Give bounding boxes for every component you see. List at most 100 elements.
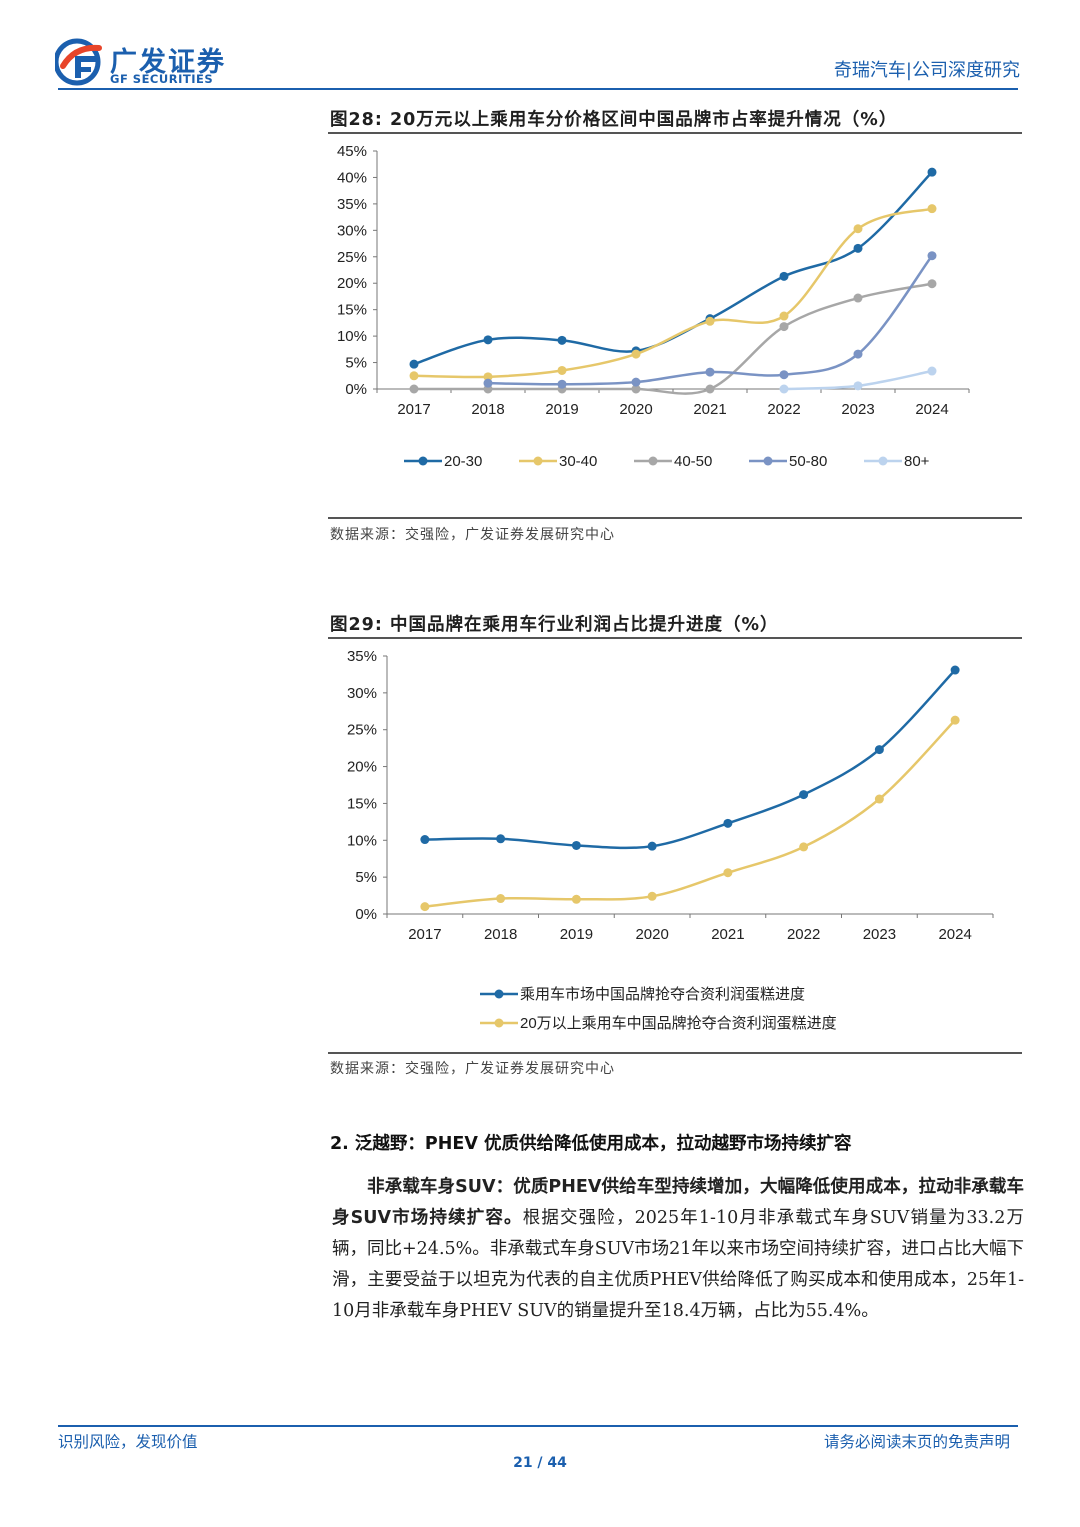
data-point <box>779 311 789 321</box>
paragraph-body: 根据交强险，2025年1-10月非承载式车身SUV销量为33.2万辆，同比+24… <box>332 1208 1024 1321</box>
data-point <box>557 379 567 389</box>
legend-marker <box>494 989 504 999</box>
legend-marker <box>763 456 773 466</box>
data-point <box>409 371 419 381</box>
data-point <box>483 335 493 345</box>
figure-29-title: 图29: 中国品牌在乘用车行业利润占比提升进度（%） <box>330 615 779 635</box>
figure-28-source: 数据来源：交强险，广发证券发展研究中心 <box>330 527 615 543</box>
series-line <box>413 171 933 366</box>
series-line <box>424 669 957 850</box>
data-point <box>927 251 937 261</box>
data-point <box>779 322 789 332</box>
data-point <box>496 834 506 844</box>
paragraph-lead: 非承载车身SUV：优质PHEV供给车型持续增加，大幅降低使用成本，拉动非承载车身… <box>332 1177 1024 1228</box>
data-point <box>705 316 715 326</box>
figure-28-bottom-rule <box>328 517 1022 519</box>
legend-label: 30-40 <box>559 453 597 470</box>
data-point <box>705 384 715 394</box>
data-point <box>779 271 789 281</box>
y-tick-label: 0% <box>345 381 367 398</box>
legend-marker <box>533 456 543 466</box>
figure-28-title: 图28: 20万元以上乘用车分价格区间中国品牌市占率提升情况（%） <box>330 110 898 130</box>
x-tick-label: 2022 <box>767 401 800 418</box>
data-point <box>853 293 863 303</box>
chart-29: 0% 5% 10% 15% 20% 25% 30% 35% 2017 2018 2019 2020 20… <box>347 648 994 1032</box>
logo-text: 广发证券 <box>110 47 226 78</box>
y-tick-label: 45% <box>337 143 367 160</box>
data-point <box>409 384 419 394</box>
data-point <box>420 835 430 845</box>
x-tick-label: 2017 <box>397 401 430 418</box>
figure-29-top-rule <box>328 637 1022 639</box>
data-point <box>631 349 641 359</box>
y-tick-label: 35% <box>347 648 377 665</box>
footer-slogan: 识别风险，发现价值 <box>58 1433 198 1451</box>
legend-label: 80+ <box>904 453 930 470</box>
y-tick-label: 40% <box>337 169 367 186</box>
data-point <box>779 384 789 394</box>
y-tick-label: 20% <box>337 275 367 292</box>
y-tick-label: 15% <box>337 302 367 319</box>
data-point <box>705 367 715 377</box>
section-heading: 2. 泛越野：PHEV 优质供给降低使用成本，拉动越野市场持续扩容 <box>330 1134 852 1154</box>
data-point <box>557 365 567 375</box>
y-tick-label: 35% <box>337 196 367 213</box>
figure-29-bottom-rule <box>328 1052 1022 1054</box>
x-tick-label: 2020 <box>619 401 652 418</box>
data-point <box>409 359 419 369</box>
data-point <box>853 243 863 253</box>
x-tick-label: 2019 <box>560 926 593 943</box>
y-tick-label: 25% <box>347 722 377 739</box>
data-point <box>927 366 937 376</box>
data-point <box>874 794 884 804</box>
y-tick-label: 25% <box>337 249 367 266</box>
gf-logo-icon <box>55 38 102 86</box>
chart-28: 0% 5% 10% 15% 20% 25% 30% 35% 40% 45% 2017 2018 2019… <box>337 143 970 470</box>
y-tick-label: 5% <box>355 869 377 886</box>
legend-label: 50-80 <box>789 453 827 470</box>
x-tick-label: 2024 <box>938 926 971 943</box>
y-tick-label: 20% <box>347 759 377 776</box>
data-point <box>853 349 863 359</box>
x-tick-label: 2021 <box>693 401 726 418</box>
data-point <box>647 841 657 851</box>
data-point <box>853 381 863 391</box>
y-tick-label: 10% <box>347 832 377 849</box>
data-point <box>950 665 960 675</box>
legend-marker <box>878 456 888 466</box>
legend-marker <box>494 1018 504 1028</box>
data-point <box>723 818 733 828</box>
data-point <box>723 868 733 878</box>
series-line <box>413 207 933 379</box>
data-point <box>557 335 567 345</box>
legend-label: 乘用车市场中国品牌抢夺合资利润蛋糕进度 <box>520 985 805 1003</box>
data-point <box>496 894 506 904</box>
figure-29-source: 数据来源：交强险，广发证券发展研究中心 <box>330 1061 615 1077</box>
data-point <box>799 790 809 800</box>
data-point <box>420 902 430 912</box>
legend-marker <box>648 456 658 466</box>
x-tick-label: 2017 <box>408 926 441 943</box>
data-point <box>631 384 641 394</box>
x-tick-label: 2023 <box>841 401 874 418</box>
data-point <box>927 167 937 177</box>
figure-28-top-rule <box>328 132 1022 134</box>
data-point <box>779 370 789 380</box>
data-point <box>571 840 581 850</box>
x-tick-label: 2018 <box>484 926 517 943</box>
x-tick-label: 2023 <box>863 926 896 943</box>
data-point <box>927 279 937 289</box>
footer-disclaimer-link[interactable]: 请务必阅读末页的免责声明 <box>823 1433 1010 1451</box>
header-divider <box>58 88 1018 90</box>
x-tick-label: 2018 <box>471 401 504 418</box>
data-point <box>631 377 641 387</box>
legend-label: 20万以上乘用车中国品牌抢夺合资利润蛋糕进度 <box>520 1014 837 1032</box>
y-tick-label: 15% <box>347 795 377 812</box>
x-tick-label: 2020 <box>635 926 668 943</box>
data-point <box>483 372 493 382</box>
data-point <box>950 715 960 725</box>
x-tick-label: 2022 <box>787 926 820 943</box>
series-line <box>414 282 933 395</box>
data-point <box>853 224 863 234</box>
y-tick-label: 30% <box>337 222 367 239</box>
